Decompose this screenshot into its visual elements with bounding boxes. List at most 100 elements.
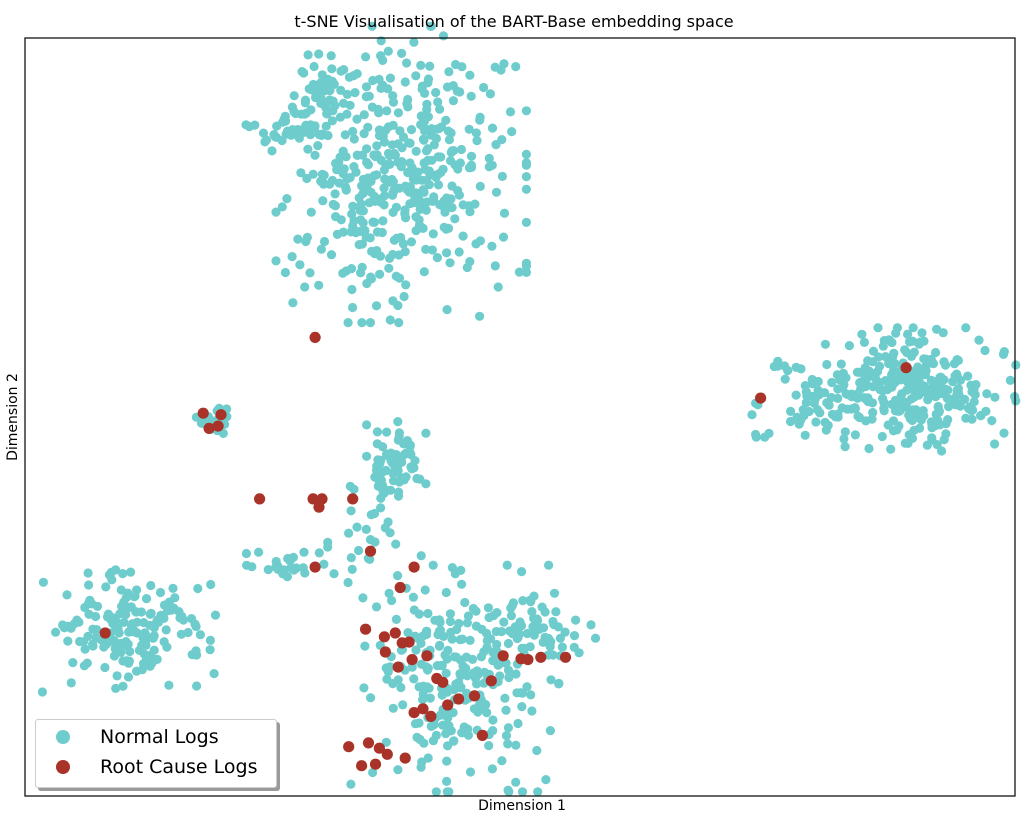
- legend: Normal Logs Root Cause Logs: [35, 719, 277, 788]
- legend-item-normal-logs: Normal Logs: [36, 725, 219, 749]
- normal-log-point: [484, 153, 494, 163]
- normal-log-point: [435, 617, 445, 627]
- normal-log-point: [360, 641, 370, 651]
- normal-log-point: [833, 412, 843, 422]
- normal-log-point: [339, 164, 349, 174]
- normal-log-point: [801, 398, 811, 408]
- normal-log-point: [111, 565, 121, 575]
- normal-log-point: [349, 71, 359, 81]
- normal-log-point: [383, 451, 393, 461]
- normal-log-point: [961, 323, 971, 333]
- normal-log-point: [409, 674, 419, 684]
- normal-log-point: [342, 89, 352, 99]
- normal-log-point: [362, 278, 372, 289]
- normal-log-point: [405, 448, 415, 458]
- normal-log-point: [205, 645, 215, 655]
- normal-log-point: [444, 135, 454, 145]
- normal-log-point: [932, 376, 942, 387]
- normal-log-point: [146, 580, 156, 591]
- normal-log-point: [421, 244, 431, 254]
- root-cause-log-point: [309, 561, 321, 573]
- normal-log-point: [121, 593, 131, 603]
- normal-log-point: [857, 329, 867, 339]
- normal-log-point: [331, 212, 341, 222]
- normal-log-point: [448, 96, 458, 106]
- normal-log-point: [495, 671, 505, 681]
- normal-log-point: [346, 553, 356, 563]
- normal-log-point: [441, 224, 451, 234]
- normal-log-point: [804, 406, 814, 417]
- root-cause-log-point: [406, 654, 418, 666]
- normal-log-point: [429, 140, 439, 150]
- normal-log-point: [863, 356, 873, 366]
- normal-log-point: [323, 537, 333, 548]
- normal-log-point: [399, 439, 409, 449]
- normal-log-point: [417, 84, 427, 94]
- normal-log-point: [311, 90, 321, 100]
- normal-log-point: [341, 152, 351, 162]
- normal-log-point: [821, 425, 831, 435]
- normal-log-point: [361, 92, 371, 102]
- root-cause-log-point: [364, 545, 377, 557]
- normal-log-point: [376, 83, 386, 93]
- root-cause-log-point: [442, 699, 454, 711]
- normal-log-point: [303, 144, 313, 154]
- normal-log-point: [814, 390, 824, 400]
- normal-log-point: [463, 611, 473, 621]
- normal-log-point: [780, 374, 790, 384]
- normal-log-point: [352, 150, 363, 160]
- normal-log-point: [209, 669, 219, 679]
- normal-log-point: [497, 627, 507, 637]
- normal-log-point: [521, 184, 532, 194]
- normal-log-point: [162, 642, 172, 652]
- normal-log-point: [346, 779, 356, 789]
- normal-log-point: [493, 282, 503, 292]
- normal-log-point: [554, 678, 564, 689]
- normal-log-point: [850, 430, 861, 440]
- normal-log-point: [384, 263, 394, 273]
- normal-log-point: [367, 21, 377, 31]
- normal-log-point: [376, 503, 386, 513]
- legend-marker-normal-logs: [56, 730, 70, 744]
- normal-log-point: [419, 135, 429, 145]
- normal-log-point: [170, 593, 180, 603]
- normal-log-point: [455, 87, 465, 97]
- normal-log-point: [442, 305, 452, 315]
- normal-log-point: [764, 428, 774, 438]
- normal-log-point: [856, 377, 866, 387]
- normal-log-point: [852, 389, 862, 399]
- normal-log-point: [891, 328, 901, 338]
- normal-log-point: [316, 176, 326, 186]
- normal-log-point: [192, 650, 202, 660]
- normal-log-point: [442, 82, 453, 92]
- normal-log-point: [401, 472, 411, 482]
- normal-log-point: [395, 126, 405, 136]
- normal-log-point: [388, 91, 398, 101]
- normal-log-point: [484, 741, 494, 751]
- normal-log-point: [361, 52, 371, 62]
- normal-log-point: [411, 226, 421, 236]
- normal-log-point: [359, 129, 369, 139]
- normal-log-point: [533, 787, 543, 797]
- normal-log-point: [346, 506, 356, 516]
- normal-log-point: [921, 366, 931, 376]
- normal-log-point: [461, 652, 471, 662]
- normal-log-point: [388, 120, 398, 130]
- normal-log-point: [354, 240, 364, 250]
- normal-log-point: [464, 124, 474, 134]
- normal-log-point: [458, 231, 468, 241]
- normal-log-point: [411, 645, 421, 655]
- normal-log-point: [949, 359, 960, 369]
- normal-log-point: [349, 484, 359, 494]
- normal-log-point: [132, 628, 142, 638]
- normal-log-point: [390, 150, 400, 160]
- normal-log-point: [416, 551, 426, 561]
- normal-log-point: [352, 114, 362, 124]
- root-cause-log-point: [900, 362, 912, 374]
- normal-log-point: [433, 180, 444, 190]
- normal-log-point: [890, 378, 900, 388]
- normal-log-point: [186, 614, 197, 624]
- normal-log-point: [300, 95, 311, 105]
